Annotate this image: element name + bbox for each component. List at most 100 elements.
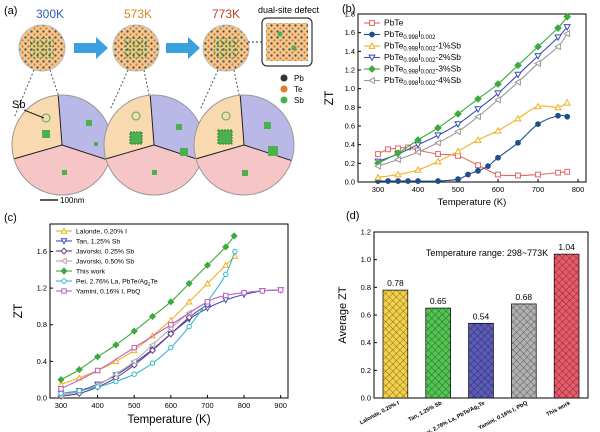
series-line xyxy=(60,289,281,394)
data-point xyxy=(75,366,83,374)
y-tick-label: 1.0 xyxy=(345,84,355,93)
temp-label-1: 300K xyxy=(36,7,64,21)
data-point xyxy=(564,113,571,120)
data-point xyxy=(495,154,501,161)
data-point xyxy=(495,171,501,178)
y-tick-label: 0.6 xyxy=(361,311,371,320)
data-point xyxy=(204,299,211,305)
series xyxy=(374,12,572,168)
data-point xyxy=(130,327,138,335)
bar-hatch xyxy=(511,303,537,398)
legend: Lalonde, 0.20% I Tan, 1.25% Sb Javorski, 0… xyxy=(56,227,158,296)
y-tick-label: 0.6 xyxy=(345,122,355,131)
data-point xyxy=(113,378,119,385)
data-point xyxy=(474,95,482,103)
data-point xyxy=(474,136,482,143)
arrow-icon xyxy=(166,37,200,59)
data-point xyxy=(474,112,481,121)
legend-entry: PbTe0.998I0.002-2%Sb xyxy=(384,52,461,64)
legend-entry: PbTe0.998I0.002-4%Sb xyxy=(384,75,461,87)
data-point xyxy=(369,20,375,26)
series-line xyxy=(377,146,568,177)
data-point xyxy=(112,341,120,349)
data-point xyxy=(563,98,571,106)
data-point xyxy=(259,288,266,294)
x-tick-label: 800 xyxy=(238,401,251,410)
legend-sb: Sb xyxy=(294,96,304,105)
bar-hatch xyxy=(468,323,494,398)
data-point xyxy=(368,42,376,49)
data-point xyxy=(203,261,212,269)
data-point xyxy=(94,367,101,374)
data-point xyxy=(554,42,561,51)
bar-hatch xyxy=(425,308,451,398)
plot-frame xyxy=(357,13,587,183)
data-point xyxy=(277,287,284,293)
data-point xyxy=(494,126,502,134)
data-point xyxy=(60,238,68,245)
defect-label: dual-site defect xyxy=(258,5,320,15)
data-point xyxy=(131,371,137,377)
grain-circle-3 xyxy=(193,94,295,196)
panel-a-label: (a) xyxy=(4,5,17,17)
data-point xyxy=(555,112,561,119)
y-tick-label: 0.4 xyxy=(345,140,355,149)
series xyxy=(374,29,571,170)
y-tick-label: 0.4 xyxy=(361,338,371,347)
data-point xyxy=(222,261,230,268)
data-point xyxy=(149,360,156,366)
data-point xyxy=(514,78,521,86)
y-tick-label: 1.6 xyxy=(345,28,355,37)
legend-entry: PbTe xyxy=(384,18,404,28)
data-point xyxy=(94,384,101,390)
defect-inset xyxy=(248,17,313,67)
y-tick-label: 0.0 xyxy=(361,394,371,403)
data-point xyxy=(167,298,175,306)
data-point xyxy=(405,178,411,184)
annotation: Temperature range: 298~773K xyxy=(426,248,548,258)
data-point xyxy=(368,54,376,62)
data-point xyxy=(563,12,572,21)
data-point xyxy=(186,323,192,330)
bar-value-label: 0.68 xyxy=(516,292,533,302)
x-tick-label: 500 xyxy=(128,401,141,410)
data-point xyxy=(385,146,391,153)
data-point xyxy=(60,247,68,255)
data-point xyxy=(385,178,391,184)
x-tick-label: 900 xyxy=(274,401,287,410)
data-point xyxy=(535,121,541,128)
legend-pb: Pb xyxy=(294,74,304,83)
sb-label: Sb xyxy=(12,99,25,111)
y-tick-label: 1.6 xyxy=(37,247,47,256)
data-point xyxy=(57,376,65,384)
data-point xyxy=(434,157,442,165)
data-point xyxy=(454,127,461,136)
data-point xyxy=(148,341,156,349)
x-tick-label: 300 xyxy=(372,185,385,194)
bar-value-label: 0.78 xyxy=(387,278,404,288)
bar-group: 0.65 Tan, 1.25% Sb xyxy=(407,296,451,423)
data-point xyxy=(60,227,68,234)
data-point xyxy=(112,357,120,365)
data-point xyxy=(563,24,571,31)
y-tick-label: 0.2 xyxy=(345,159,355,168)
category-label: Lalonde, 0.20% I xyxy=(359,400,401,426)
data-point xyxy=(375,151,381,157)
data-point xyxy=(369,31,375,38)
y-tick-label: 1.8 xyxy=(345,10,355,19)
bar-value-label: 1.04 xyxy=(558,242,575,252)
legend-entry: Yamini, 0.16% I, PbQ xyxy=(76,289,140,296)
data-point xyxy=(414,148,421,156)
chart-b: 300 400 500 600 700 800 0.0 0.2 0.4 0.6 0.8 1.0 1.2 1… xyxy=(322,3,587,208)
legend-entry: PbTe0.998I0.002-1%Sb xyxy=(384,41,461,53)
grain-circle-2 xyxy=(103,94,205,196)
data-point xyxy=(485,163,491,170)
scale-label: 100nm xyxy=(60,196,85,205)
data-point xyxy=(94,353,102,361)
data-point xyxy=(454,147,462,155)
temp-label-2: 573K xyxy=(124,7,152,21)
data-point xyxy=(434,132,442,140)
y-tick-label: 0.0 xyxy=(37,394,47,403)
panel-label: (c) xyxy=(4,212,17,224)
